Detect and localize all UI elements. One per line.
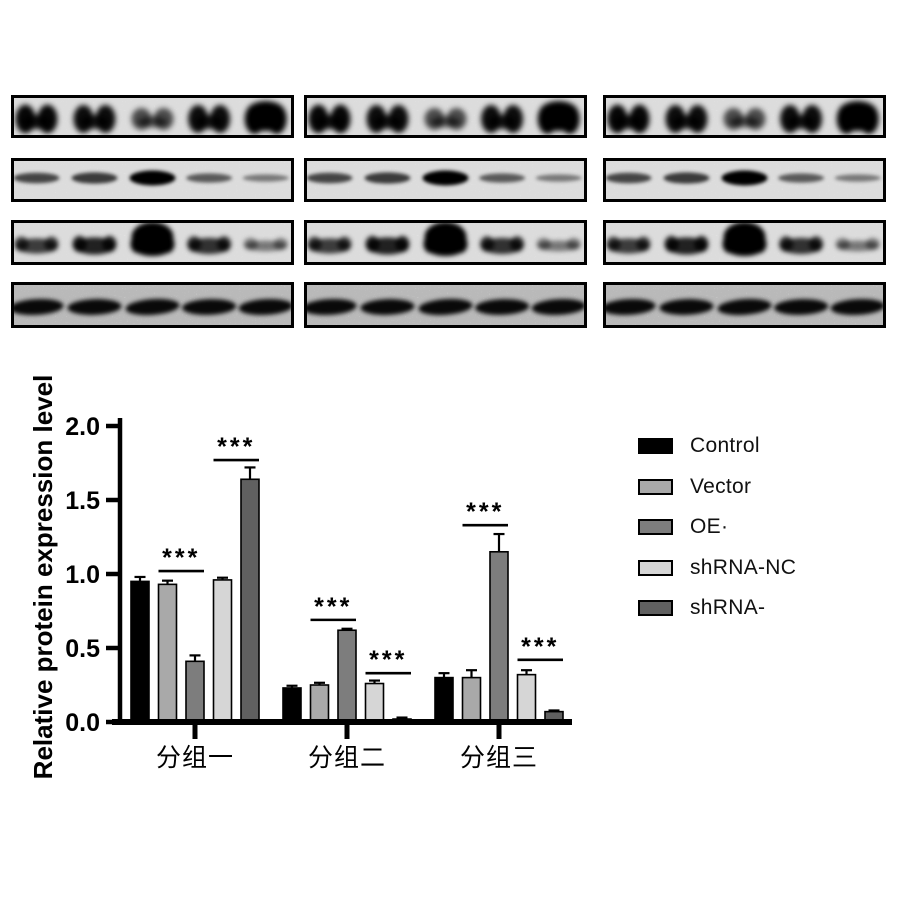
legend-item-shrna: shRNA- [638,596,796,619]
bar-control-group1 [130,580,150,723]
blot-panel-border [603,95,886,138]
x-category-label: 分组一 [156,744,234,772]
blot-panel-border [11,282,294,328]
legend-item-vector: Vector [638,475,796,498]
significance-marker: *** [162,544,200,572]
blot-film-grain [11,95,294,138]
y-tick-label: 1.0 [65,561,100,589]
legend-color-swatch [638,600,673,616]
blot-film-grain [304,158,587,202]
blot-panel-col2-band-row-1 [304,95,587,138]
x-category-label: 分组三 [460,744,538,772]
legend-label: Vector [690,474,752,498]
blot-film-grain [603,220,886,265]
blot-film-grain [603,158,886,202]
legend-label: shRNA- [690,596,766,619]
blot-panel-border [304,95,587,138]
blot-panel-border [304,220,587,265]
bar-oe-group3 [489,550,509,723]
bar-shrna-nc-group2 [364,682,385,723]
blot-film-grain [304,95,587,138]
blot-panel-border [304,282,587,328]
significance-marker: *** [521,633,559,661]
blot-panel-border [11,158,294,202]
blot-film-grain [304,282,587,328]
bar-vector-group3 [461,676,482,723]
blot-panel-border [11,220,294,265]
blot-panel-border [603,158,886,202]
legend-color-swatch [638,478,673,495]
legend-item-oe: OE· [638,515,796,538]
blot-panel-col1-band-row-4 [11,282,294,328]
blot-panel-border [11,95,294,138]
blot-film-grain [11,282,294,328]
blot-film-grain [11,158,294,202]
blot-panel-border [304,158,587,202]
significance-marker: *** [217,433,255,461]
bar-shrna-nc-group1 [212,579,233,723]
significance-marker: *** [466,498,504,526]
x-category-label: 分组二 [308,744,386,772]
legend-label: shRNA-NC [690,555,797,579]
legend-item-shrna-nc: shRNA-NC [638,556,796,579]
y-tick-label: 1.5 [65,487,100,515]
bar-control-group2 [282,687,302,723]
bar-shrna-nc-group3 [516,673,537,723]
y-axis-title: Relative protein expression level [28,375,58,780]
blot-film-grain [11,220,294,265]
significance-marker: *** [314,593,352,621]
chart-plot-area: *** *** *** *** *** *** 0.0 0.5 1.0 1.5 2.0 分组一 分组二 分… [65,413,572,772]
y-tick-label: 2.0 [65,413,100,441]
blot-film-grain [603,282,886,328]
legend-label: OE· [690,515,729,538]
blot-panel-col3-band-row-4 [603,282,886,328]
bar-control-group3 [434,676,454,723]
blot-panel-col1-band-row-1 [11,95,294,138]
blot-panel-col1-band-row-3 [11,220,294,265]
blot-film-grain [603,95,886,138]
legend-item-control: Control [638,434,796,457]
blot-panel-col3-band-row-3 [603,220,886,265]
legend-color-swatch [638,519,673,535]
blot-film-grain [304,220,587,265]
bar-oe-group1 [185,660,205,723]
blot-panel-col1-band-row-2 [11,158,294,202]
significance-marker: *** [369,646,407,674]
y-tick-label: 0.0 [65,709,100,737]
legend-label: Control [690,434,760,457]
bar-vector-group2 [309,684,330,723]
blot-panel-col2-band-row-2 [304,158,587,202]
blot-panel-border [603,220,886,265]
blot-panel-col3-band-row-1 [603,95,886,138]
chart-legend: Control Vector OE· shRNA-NC shRNA- [638,434,796,641]
blot-panel-col2-band-row-4 [304,282,587,328]
blot-panel-col2-band-row-3 [304,220,587,265]
legend-color-swatch [638,559,673,576]
legend-color-swatch [638,438,673,454]
bar-vector-group1 [157,583,178,723]
bar-shrna-group1 [240,478,260,723]
blot-panel-col3-band-row-2 [603,158,886,202]
bar-oe-group2 [337,629,357,723]
y-tick-label: 0.5 [65,635,100,663]
blot-panel-border [603,282,886,328]
